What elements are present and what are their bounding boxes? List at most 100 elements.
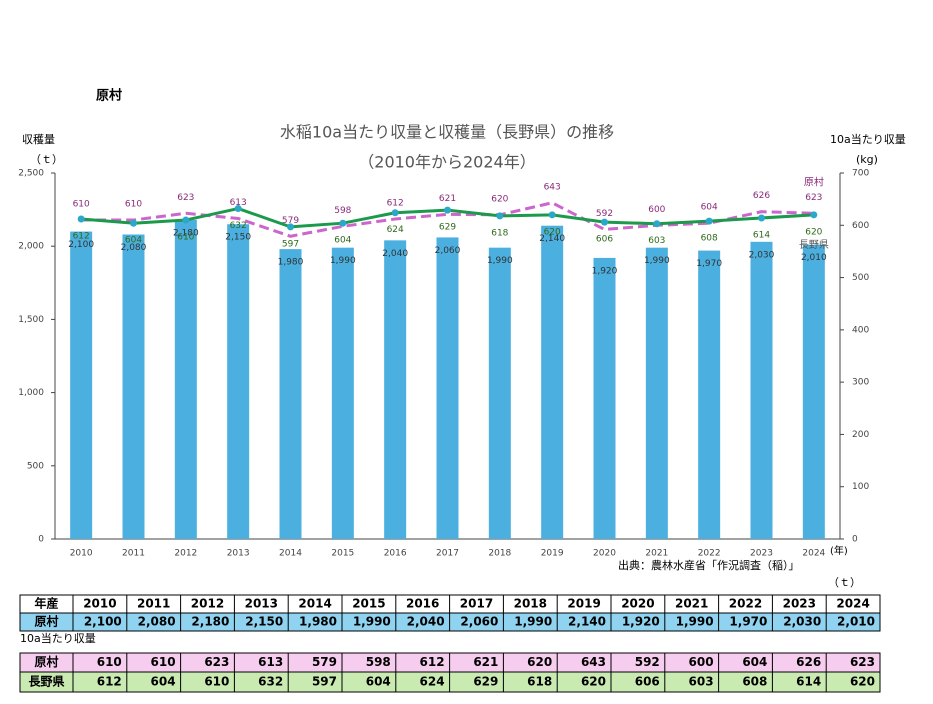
bar-value-label: 2,100: [68, 240, 94, 250]
line-marker: [444, 206, 451, 214]
table-unit: （ｔ）: [828, 576, 861, 589]
bar: [331, 247, 354, 539]
y2-axis-label: 10a当たり収量: [830, 132, 906, 146]
y2-tick-label: 200: [852, 430, 869, 440]
bar: [593, 257, 616, 539]
table-header-cell: 2021: [675, 597, 708, 611]
x-tick-label: 2016: [384, 549, 407, 559]
bar-value-label: 2,030: [749, 250, 775, 260]
x-tick-label: 2024: [802, 549, 825, 559]
table-header-cell: 2018: [514, 597, 547, 611]
y2-tick-label: 500: [852, 273, 869, 283]
x-tick-label: 2010: [70, 549, 93, 559]
table-yield-cell: 592: [635, 655, 660, 669]
line-value-label: 604: [701, 203, 718, 213]
table-yield-cell: 597: [312, 675, 337, 689]
table-yield-cell: 608: [742, 675, 767, 689]
bar: [698, 250, 721, 540]
table-production-cell: 2,060: [460, 615, 498, 629]
bar-value-label: 2,060: [435, 246, 461, 256]
table-production-cell: 1,990: [514, 615, 552, 629]
y2-axis-unit: (kg): [856, 153, 878, 166]
y-tick-label: 500: [27, 461, 44, 471]
bar: [802, 244, 825, 539]
x-tick-label: 2013: [227, 549, 250, 559]
table-header-cell: 2016: [406, 597, 439, 611]
table-yield-cell: 604: [151, 675, 176, 689]
table-yield-cell: 643: [581, 655, 606, 669]
line-value-label: 629: [439, 223, 456, 233]
table-yield-label: 長野県: [28, 674, 64, 689]
table-production-cell: 2,080: [138, 615, 176, 629]
line-value-label: 624: [387, 225, 404, 235]
y-tick-label: 2,000: [18, 242, 44, 252]
bar: [750, 241, 773, 540]
line-value-label: 621: [439, 194, 456, 204]
line-value-label: 620: [491, 194, 508, 204]
bar: [384, 240, 407, 539]
bar-value-label: 1,990: [644, 256, 670, 266]
table-yield-cell: 612: [420, 655, 445, 669]
line-value-label: 623: [805, 193, 822, 203]
table-header-cell: 2015: [352, 597, 385, 611]
bar-value-label: 2,180: [173, 228, 199, 238]
line-marker: [653, 220, 661, 228]
line-value-label: 604: [334, 236, 351, 246]
x-tick-label: 2023: [750, 549, 773, 559]
table-production-cell: 1,920: [622, 615, 660, 629]
x-tick-label: 2017: [436, 549, 459, 559]
chart-subtitle: （2010年から2024年）: [358, 153, 535, 172]
table-yield-cell: 620: [581, 675, 606, 689]
series-label: 原村: [804, 175, 824, 188]
bar-value-label: 1,980: [278, 258, 304, 268]
bar-value-label: 2,010: [801, 253, 827, 263]
table-production-cell: 2,040: [407, 615, 445, 629]
line-marker: [758, 214, 765, 222]
table-production-cell: 2,180: [191, 615, 229, 629]
bar-value-label: 2,080: [121, 243, 147, 253]
table-production-cell: 1,990: [353, 615, 391, 629]
table-yield-cell: 604: [366, 675, 391, 689]
chart-title: 水稲10a当たり収量と収穫量（長野県）の推移: [280, 123, 614, 142]
x-tick-label: 2012: [174, 549, 197, 559]
line-value-label: 643: [544, 182, 561, 192]
line-value-label: 604: [125, 236, 142, 246]
table-yield-cell: 624: [420, 675, 445, 689]
table-header-cell: 2023: [783, 597, 816, 611]
table-header-cell: 2017: [460, 597, 493, 611]
line-value-label: 620: [544, 227, 561, 237]
table-production-cell: 2,030: [783, 615, 821, 629]
line-marker: [287, 223, 294, 231]
table-yield-cell: 623: [204, 655, 229, 669]
table-yield-cell: 618: [527, 675, 552, 689]
y2-tick-label: 0: [852, 535, 858, 545]
line-marker: [391, 209, 399, 217]
line-marker: [705, 217, 713, 225]
y2-tick-label: 700: [852, 169, 869, 179]
bar: [279, 249, 302, 540]
y2-tick-label: 400: [852, 325, 869, 335]
y2-tick-label: 600: [852, 221, 869, 231]
table-production-cell: 2,140: [568, 615, 606, 629]
table-yield-cell: 579: [312, 655, 337, 669]
line-value-label: 597: [282, 239, 299, 249]
x-axis-unit: (年): [830, 544, 848, 557]
line-marker: [601, 218, 608, 226]
y-axis-unit: （ｔ）: [30, 153, 63, 166]
line-value-label: 632: [230, 221, 247, 231]
line-value-label: 626: [753, 191, 770, 201]
x-tick-label: 2022: [698, 549, 721, 559]
y-tick-label: 1,000: [18, 388, 44, 398]
table-production-label: 原村: [34, 614, 58, 629]
table-production-cell: 1,970: [729, 615, 767, 629]
table-yield-cell: 623: [850, 655, 875, 669]
table-header-label: 年産: [34, 596, 58, 611]
table-yield-cell: 620: [850, 675, 875, 689]
table-production-cell: 2,100: [84, 615, 122, 629]
table-yield-cell: 610: [97, 655, 122, 669]
line-value-label: 598: [334, 206, 351, 216]
y-tick-label: 2,500: [18, 169, 44, 179]
heading: 原村: [96, 88, 122, 104]
table-production-cell: 1,990: [676, 615, 714, 629]
